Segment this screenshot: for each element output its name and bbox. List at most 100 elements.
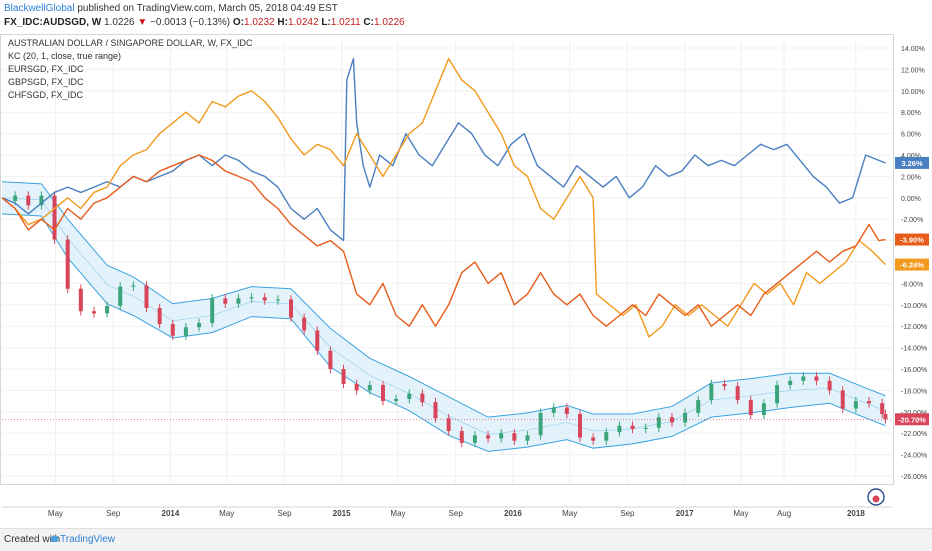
candle-body <box>446 418 451 432</box>
y-tick-label: 2.00% <box>901 174 921 181</box>
gbpsgd-last-label: -6.24% <box>895 258 929 271</box>
footer: Created with TradingView <box>0 528 932 551</box>
candle-body <box>591 437 596 441</box>
y-tick-label: 10.00% <box>901 89 925 96</box>
y-tick-label: 0.00% <box>901 196 921 203</box>
x-tick-label: Aug <box>777 509 791 518</box>
candle-body <box>472 435 477 443</box>
y-tick-label: -2.00% <box>901 217 923 224</box>
candle-body <box>420 393 425 403</box>
tradingview-link[interactable]: TradingView <box>60 534 116 545</box>
x-tick-label: 2016 <box>504 509 522 518</box>
candle-body <box>407 393 412 399</box>
open-value: 1.0232 <box>244 17 275 28</box>
candle-body <box>354 383 359 391</box>
y-tick-label: 8.00% <box>901 110 921 117</box>
x-tick-label: May <box>733 509 748 518</box>
chfsgd-last-label: -3.90% <box>895 233 929 246</box>
chfsgd-line <box>1 154 886 327</box>
candle-body <box>210 298 215 323</box>
candle-body <box>538 412 543 436</box>
audsgd-last-label: -20.70% <box>895 413 929 426</box>
candle-body <box>78 288 83 312</box>
candle-body <box>459 431 464 443</box>
close-label: C: <box>363 17 374 28</box>
candle-body <box>867 401 872 404</box>
candle-body <box>853 401 858 409</box>
y-tick-label: 14.00% <box>901 46 925 53</box>
candle-body <box>748 400 753 416</box>
x-tick-label: 2017 <box>676 509 694 518</box>
candle-body <box>433 402 438 419</box>
close-value: 1.0226 <box>373 17 405 28</box>
legend-gbpsgd: GBPSGD, FX_IDC <box>8 77 84 87</box>
x-tick-label: 2018 <box>847 509 865 518</box>
candle-body <box>643 427 648 429</box>
author-link[interactable]: BlackwellGlobal <box>4 3 75 14</box>
chart-svg[interactable]: 14.00% 12.00% 10.00% 8.00% 6.00% 4.00% 2.00% 0.… <box>0 34 932 524</box>
candle-body <box>170 324 175 336</box>
gbpsgd-line <box>1 58 886 338</box>
candle-body <box>486 435 491 439</box>
last-label-text: -20.70% <box>898 415 926 424</box>
y-tick-label: -12.00% <box>901 324 927 331</box>
series-lines <box>1 58 892 420</box>
last-value-labels: 3.26% -6.24% -3.90% -20.70% <box>895 156 929 426</box>
candle-body <box>512 433 517 441</box>
y-tick-label: 12.00% <box>901 67 925 74</box>
candle-body <box>735 386 740 401</box>
last-label-bg <box>895 413 929 426</box>
legend-eursgd: EURSGD, FX_IDC <box>8 64 84 74</box>
candle-body <box>394 398 399 402</box>
y-tick-label: -26.00% <box>901 474 927 481</box>
created-with-text: Created with <box>4 534 61 545</box>
y-tick-label: -24.00% <box>901 453 927 460</box>
candle-body <box>840 390 845 409</box>
high-value: 1.0242 <box>287 17 319 28</box>
alert-icon[interactable] <box>867 488 885 506</box>
candle-body <box>183 327 188 336</box>
publish-info: BlackwellGlobal published on TradingView… <box>4 3 338 14</box>
change-arrow-icon: ▼ <box>137 17 148 28</box>
candle-body <box>814 376 819 381</box>
candle-body <box>302 317 307 331</box>
low-label: L: <box>321 17 331 28</box>
tradingview-cloud-icon <box>51 536 58 542</box>
candle-body <box>630 425 635 429</box>
y-tick-label: -14.00% <box>901 346 927 353</box>
x-tick-label: Sep <box>620 509 635 518</box>
candle-body <box>669 417 674 423</box>
x-tick-label: Sep <box>277 509 292 518</box>
candle-body <box>315 330 320 351</box>
candle-body <box>341 369 346 384</box>
published-text: published on TradingView.com, March 05, … <box>77 3 338 14</box>
candle-body <box>289 299 294 318</box>
candle-body <box>880 403 885 414</box>
candle-body <box>525 435 530 441</box>
candle-body <box>801 376 806 381</box>
candles <box>13 191 888 448</box>
candle-body <box>578 413 583 438</box>
candle-body <box>722 383 727 387</box>
legend-title: AUSTRALIAN DOLLAR / SINGAPORE DOLLAR, W,… <box>8 38 253 48</box>
candle-body <box>709 383 714 401</box>
x-axis: May Sep 2014 May Sep 2015 May Sep 2016 May Sep 2017… <box>2 506 892 518</box>
x-tick-label: May <box>48 509 63 518</box>
x-tick-label: Sep <box>449 509 464 518</box>
candle-body <box>761 403 766 416</box>
keltner-band <box>2 181 886 452</box>
y-tick-label: 4.00% <box>901 153 921 160</box>
low-value: 1.0211 <box>330 17 361 28</box>
last-label-text: 3.26% <box>901 159 923 168</box>
candle-body <box>499 433 504 439</box>
x-tick-label: May <box>562 509 577 518</box>
symbol-name: FX_IDC:AUDSGD, W <box>4 17 102 28</box>
candle-body <box>328 350 333 369</box>
price-change: −0.0013 (−0.13%) <box>150 17 231 28</box>
candle-body <box>262 297 267 301</box>
candle-body <box>380 385 385 402</box>
last-label-text: -6.24% <box>900 261 924 270</box>
candle-body <box>39 195 44 206</box>
last-label-text: -3.90% <box>900 236 924 245</box>
chart-panel[interactable]: 14.00% 12.00% 10.00% 8.00% 6.00% 4.00% 2.00% 0.… <box>0 34 932 524</box>
